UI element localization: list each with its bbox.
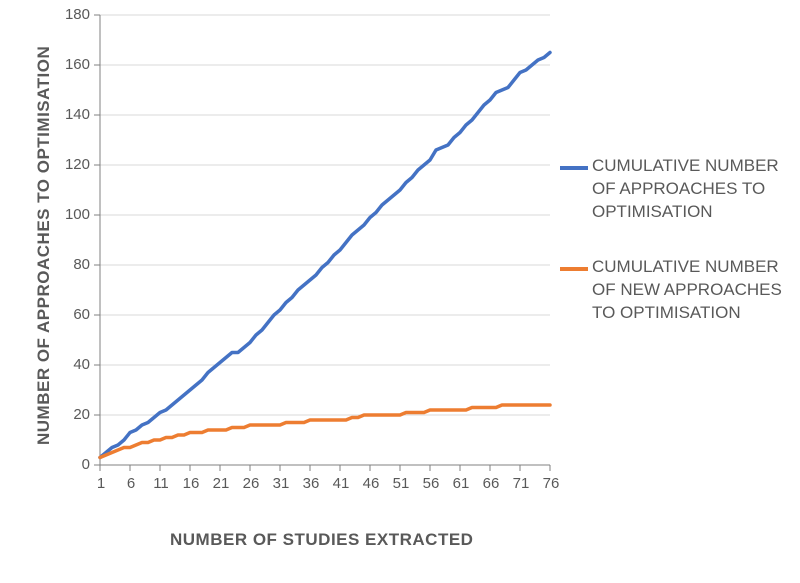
x-tick-label: 16 [178, 475, 204, 492]
x-axis-title: NUMBER OF STUDIES EXTRACTED [170, 530, 473, 550]
x-tick-label: 61 [448, 475, 474, 492]
legend: CUMULATIVE NUMBER OF APPROACHES TO OPTIM… [560, 155, 790, 357]
x-tick-label: 1 [88, 475, 114, 492]
x-tick-label: 11 [148, 475, 174, 492]
x-tick-label: 46 [358, 475, 384, 492]
y-tick-label: 80 [56, 256, 90, 273]
legend-label: CUMULATIVE NUMBER OF APPROACHES TO OPTIM… [592, 155, 790, 224]
x-tick-label: 51 [388, 475, 414, 492]
y-tick-label: 160 [56, 56, 90, 73]
x-tick-label: 71 [508, 475, 534, 492]
x-tick-label: 31 [268, 475, 294, 492]
y-tick-label: 100 [56, 206, 90, 223]
y-tick-label: 0 [56, 456, 90, 473]
y-axis-title: NUMBER OF APPROACHES TO OPTIMISATION [34, 46, 54, 445]
plot-area [100, 15, 550, 465]
legend-item: CUMULATIVE NUMBER OF APPROACHES TO OPTIM… [560, 155, 790, 224]
y-tick-label: 20 [56, 406, 90, 423]
x-tick-label: 6 [118, 475, 144, 492]
x-tick-label: 56 [418, 475, 444, 492]
x-tick-label: 41 [328, 475, 354, 492]
legend-swatch-icon [560, 267, 588, 271]
y-tick-label: 140 [56, 106, 90, 123]
y-tick-label: 60 [56, 306, 90, 323]
y-tick-label: 120 [56, 156, 90, 173]
x-tick-label: 26 [238, 475, 264, 492]
x-tick-label: 66 [478, 475, 504, 492]
x-tick-label: 76 [538, 475, 564, 492]
x-tick-label: 21 [208, 475, 234, 492]
y-tick-label: 40 [56, 356, 90, 373]
legend-swatch-icon [560, 166, 588, 170]
x-tick-label: 36 [298, 475, 324, 492]
y-tick-label: 180 [56, 6, 90, 23]
legend-label: CUMULATIVE NUMBER OF NEW APPROACHES TO O… [592, 256, 790, 325]
chart-root: NUMBER OF APPROACHES TO OPTIMISATION NUM… [0, 0, 800, 583]
series-line-0 [100, 53, 550, 458]
series-line-1 [100, 405, 550, 458]
legend-item: CUMULATIVE NUMBER OF NEW APPROACHES TO O… [560, 256, 790, 325]
